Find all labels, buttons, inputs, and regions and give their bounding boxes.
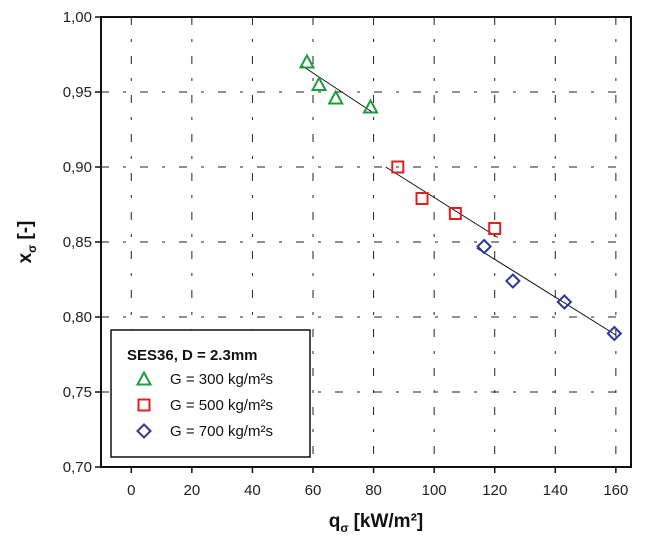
y-axis-title-unit: [-] xyxy=(15,221,36,240)
x-tick-label: 80 xyxy=(365,482,382,499)
legend-label: G = 500 kg/m²s xyxy=(170,397,273,414)
x-axis-title-sub: σ xyxy=(340,521,348,535)
data-point-diamond xyxy=(606,325,623,342)
x-tick-label: 160 xyxy=(603,482,628,499)
x-tick-label: 120 xyxy=(482,482,507,499)
y-tick-label: 0,95 xyxy=(63,84,92,101)
legend: SES36, D = 2.3mm G = 300 kg/m²s G = 500 k… xyxy=(110,329,311,458)
y-axis-title: xσ [-] xyxy=(15,221,39,264)
y-tick-label: 0,85 xyxy=(63,234,92,251)
data-point-square xyxy=(488,222,502,235)
data-point-diamond xyxy=(476,238,493,255)
data-point-triangle xyxy=(310,75,328,91)
legend-marker-square xyxy=(137,398,151,412)
x-tick-label: 40 xyxy=(244,482,261,499)
legend-box xyxy=(110,329,311,458)
fit-line xyxy=(300,64,374,114)
data-point-triangle xyxy=(298,53,316,69)
legend-entries: G = 300 kg/m²s G = 500 kg/m²s G = 700 kg/m… xyxy=(135,370,273,440)
y-tick-label: 0,75 xyxy=(63,384,92,401)
x-tick-label: 140 xyxy=(543,482,568,499)
fit-line xyxy=(385,166,499,238)
x-axis-title-main: q xyxy=(329,511,341,532)
data-point-square xyxy=(448,207,462,220)
legend-label: G = 300 kg/m²s xyxy=(170,371,273,388)
x-tick-label: 60 xyxy=(305,482,322,499)
y-tick-label: 0,70 xyxy=(63,459,92,476)
y-axis-title-sub: σ xyxy=(25,245,39,253)
data-point-square xyxy=(391,160,405,174)
axis-ticks: 0 20 40 60 80 100 120 140 160 0,70 0,75 0,80 0,85 0,9… xyxy=(63,9,629,499)
x-tick-label: 20 xyxy=(184,482,201,499)
x-tick-label: 100 xyxy=(422,482,447,499)
y-tick-label: 0,80 xyxy=(63,309,92,326)
data-point-triangle xyxy=(327,89,344,105)
data-markers xyxy=(298,53,623,342)
data-point-diamond xyxy=(556,294,573,310)
legend-label: G = 700 kg/m²s xyxy=(170,423,273,440)
fit-line xyxy=(476,247,617,336)
data-point-triangle xyxy=(362,98,379,114)
x-tick-label: 0 xyxy=(127,482,135,499)
data-point-square xyxy=(415,192,429,205)
y-tick-label: 1,00 xyxy=(63,9,92,26)
x-axis-title-unit: [kW/m²] xyxy=(354,511,424,532)
y-axis-title-main: x xyxy=(15,252,36,263)
legend-marker-diamond xyxy=(136,423,152,439)
legend-marker-triangle xyxy=(135,370,153,386)
x-axis-title: qσ [kW/m²] xyxy=(329,511,423,535)
y-tick-label: 0,90 xyxy=(63,159,92,176)
fit-lines xyxy=(300,64,617,336)
data-point-diamond xyxy=(504,273,521,289)
legend-title: SES36, D = 2.3mm xyxy=(127,347,258,364)
